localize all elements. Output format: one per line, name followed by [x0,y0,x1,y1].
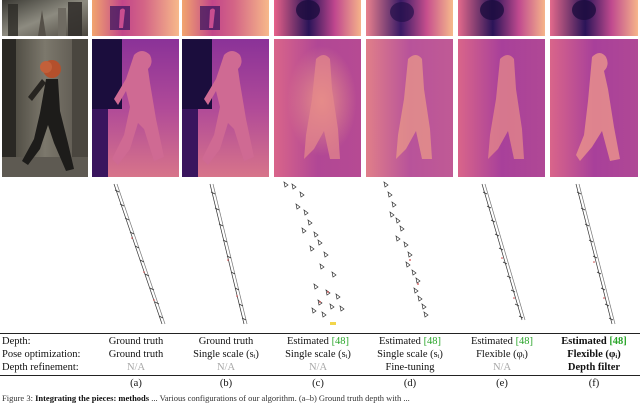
cell-e: Estimated [48] [470,336,534,347]
table-top-rule [0,333,640,334]
row-label: Depth refinement: [2,362,79,373]
depth-map-a [92,39,179,177]
cell-e: N/A [492,362,512,373]
row-pose-optimization: Pose optimization: Ground truth Single s… [0,348,640,361]
trajectory-f [575,183,616,325]
column-letter: (b) [219,378,233,389]
figure-caption: Figure 3: Integrating the pieces: method… [2,393,640,404]
depth-map-e [458,39,545,177]
trajectory-a [113,183,166,325]
depth-map-c [274,39,361,177]
cell-c: N/A [308,362,328,373]
column-letters: (a) (b) (c) (d) (e) (f) [0,377,640,390]
citation-link: [48] [423,336,442,347]
depth-thumb-f [550,0,638,36]
row-depth-refinement: Depth refinement: N/A N/A N/A Fine-tunin… [0,361,640,374]
scene-thumbnail-top [2,0,88,36]
scene-photo-main [2,39,88,177]
cell-d: Single scale (sᵢ) [377,349,443,360]
cell-b: Single scale (sᵢ) [193,349,259,360]
trajectory-b [209,183,248,325]
depth-map-d [366,39,453,177]
citation-link: [48] [609,336,627,347]
column-letter: (e) [496,378,508,389]
row-label: Pose optimization: [2,349,81,360]
cell-a: Ground truth [108,349,164,360]
cell-f: Estimated [48] [561,336,627,347]
column-letter: (f) [588,378,600,389]
column-letter: (d) [403,378,417,389]
trajectory-e [481,183,526,321]
caption-text: ... Various configurations of our algori… [149,393,410,403]
citation-link: [48] [515,336,534,347]
depth-thumb-c [274,0,361,36]
trajectory-d [383,181,429,318]
cell-c: Estimated [48] [286,336,350,347]
depth-thumb-e [458,0,545,36]
cell-a: N/A [126,362,146,373]
depth-thumb-b [182,0,269,36]
citation-link: [48] [331,336,350,347]
cell-f: Flexible (φᵢ) [567,349,621,360]
row-label: Depth: [2,336,31,347]
depth-thumb-a [92,0,179,36]
caption-prefix: Figure 3: [2,393,33,403]
column-letter: (a) [130,378,142,389]
trajectory-c [283,181,345,325]
cell-a: Ground truth [108,336,164,347]
caption-bold: Integrating the pieces: methods [35,393,150,403]
column-letter: (c) [312,378,324,389]
cell-b: N/A [216,362,236,373]
cell-f: Depth filter [567,362,621,373]
table-bottom-rule [0,375,640,376]
depth-map-f [550,39,638,177]
cell-e: Flexible (φᵢ) [476,349,528,360]
depth-thumb-d [366,0,453,36]
cell-d: Estimated [48] [378,336,442,347]
cell-c: Single scale (sᵢ) [285,349,351,360]
cell-d: Fine-tuning [385,362,435,373]
row-depth: Depth: Ground truth Ground truth Estimat… [0,335,640,348]
depth-map-b [182,39,269,177]
cell-b: Ground truth [198,336,254,347]
